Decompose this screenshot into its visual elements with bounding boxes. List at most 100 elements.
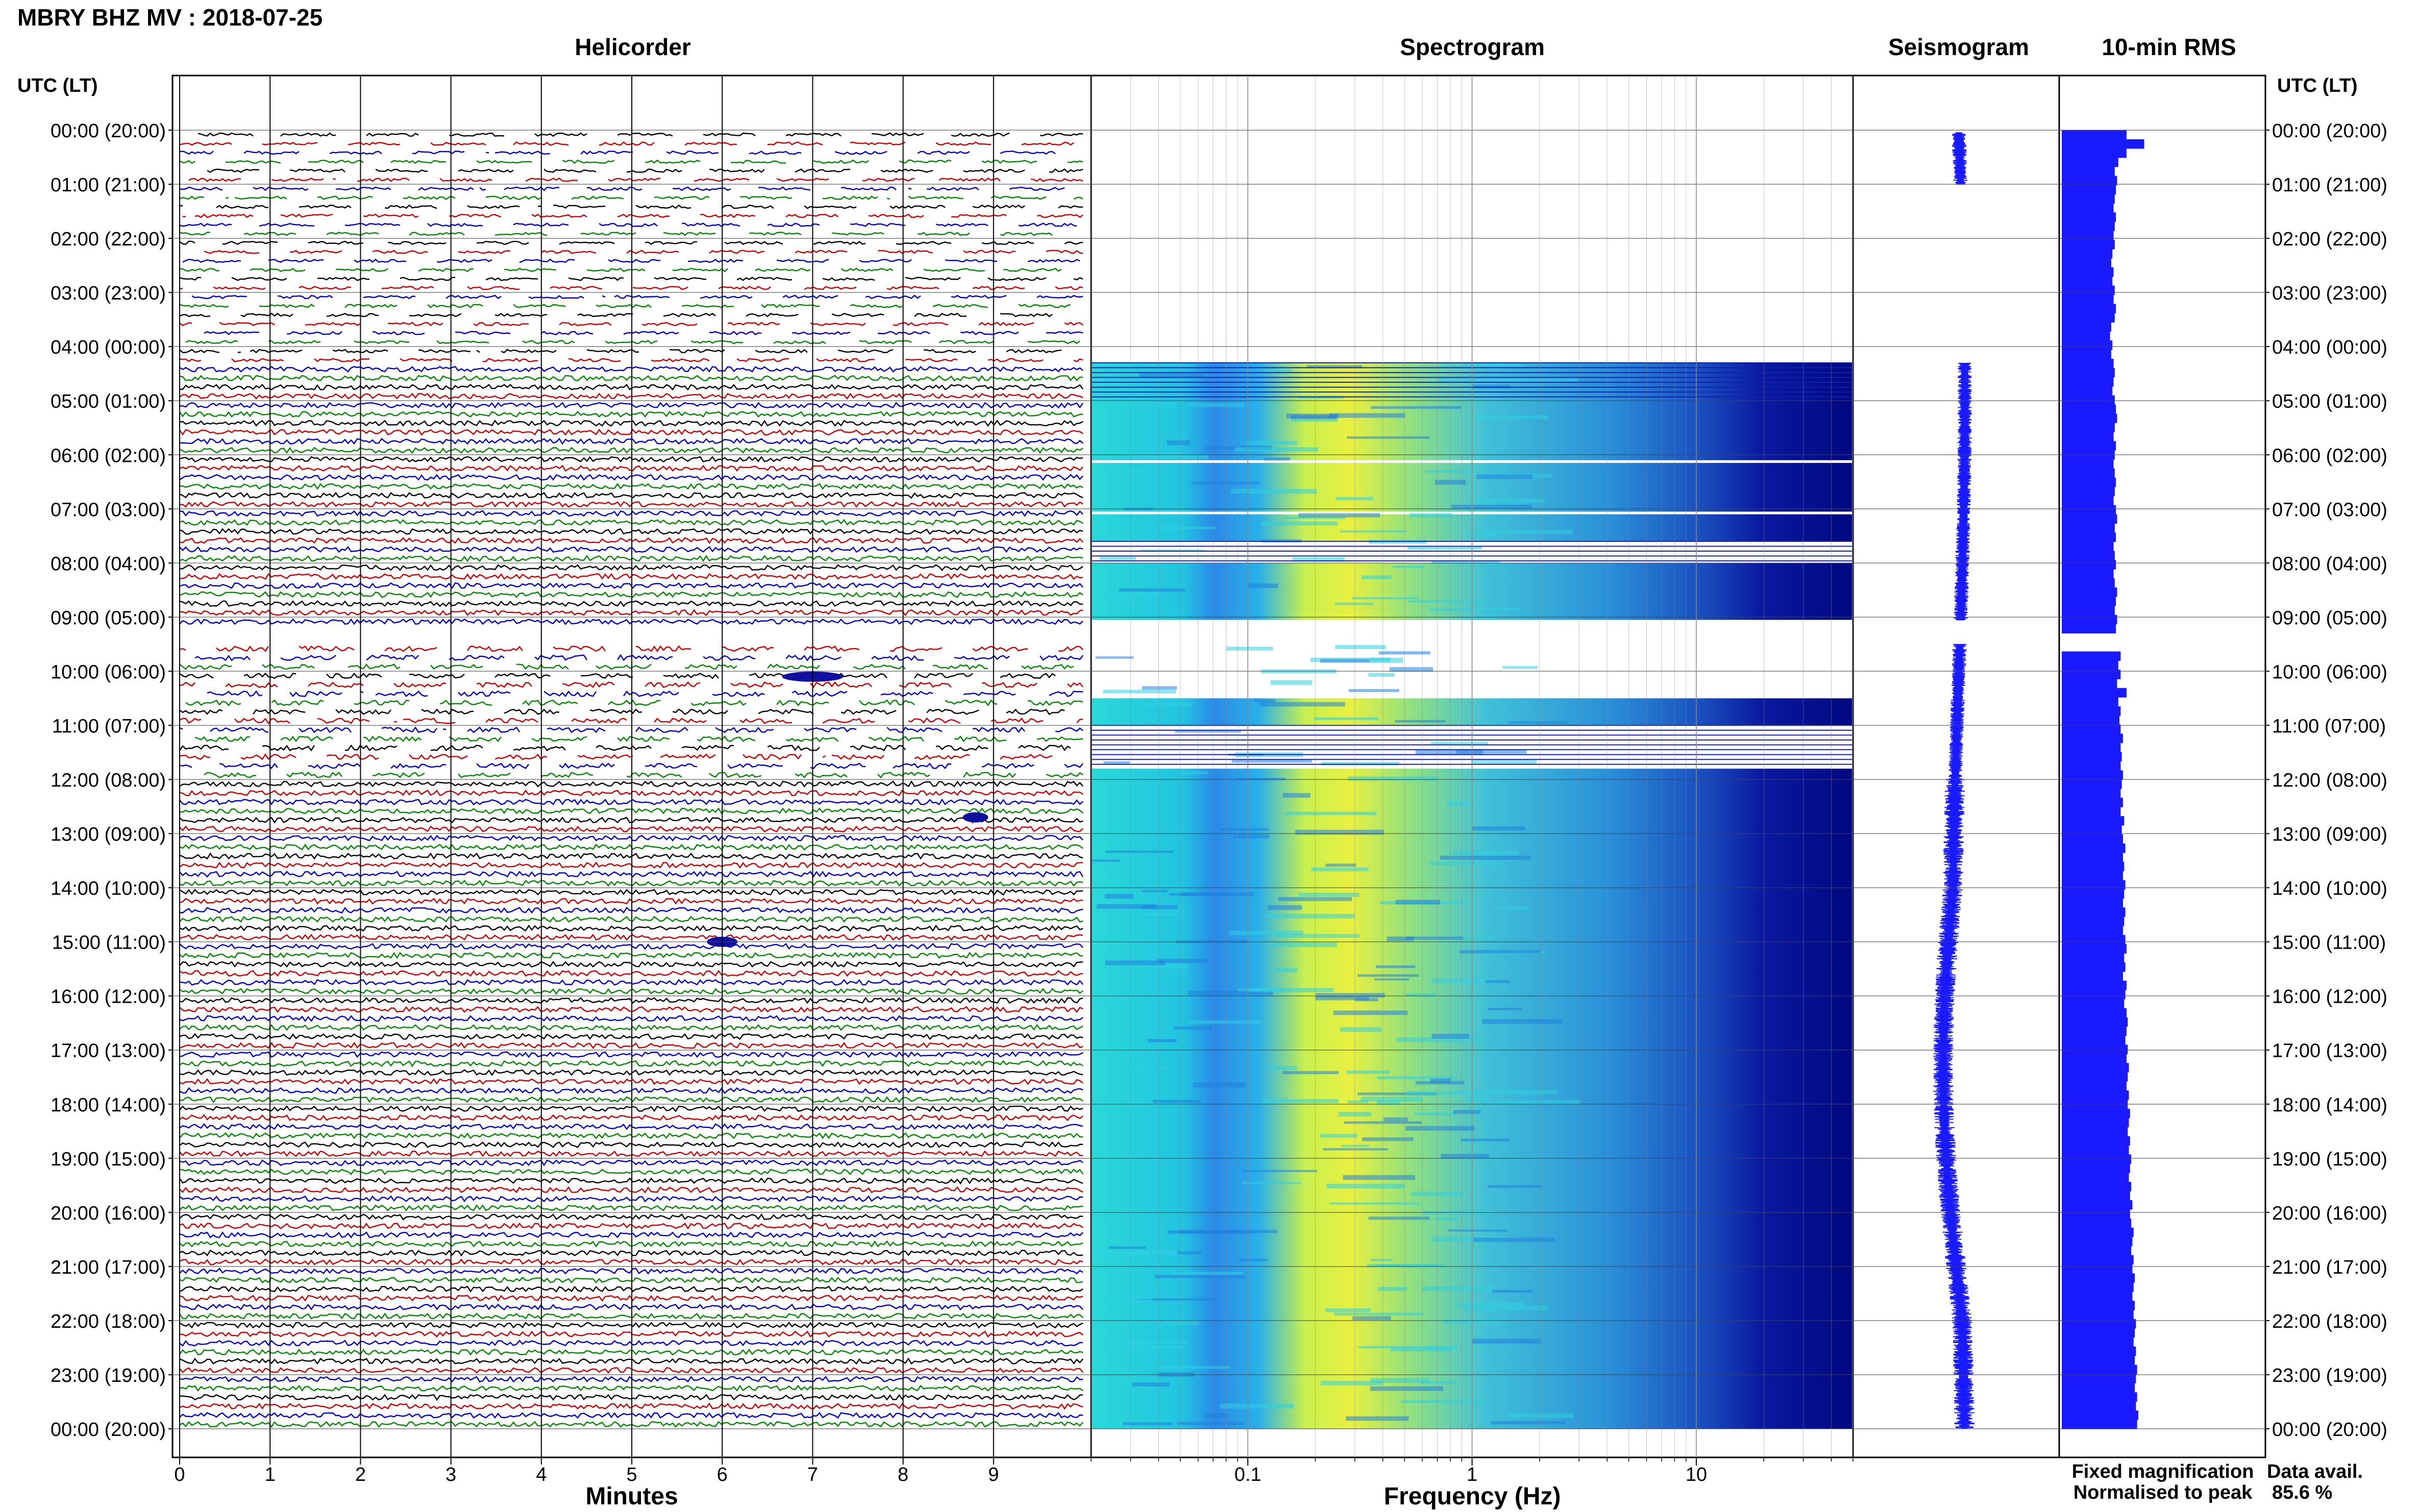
spectrogram-streak [1443,1319,1502,1325]
spectrogram-streak [1139,373,1204,378]
spectrogram-streak [1180,771,1208,775]
rms-bar [2062,1063,2129,1073]
spectrogram-streak [1395,720,1446,723]
rms-bar [2062,331,2110,341]
rms-bar [2062,148,2127,158]
spectrogram-streak [1361,575,1392,579]
helicorder-trace [179,285,1083,290]
spectrogram-streak [1152,1100,1201,1103]
spectrogram-streak [1114,604,1138,607]
spectrogram-streak [1298,893,1360,897]
spectrogram-streak [1508,721,1568,724]
spectrogram-streak [1306,365,1363,368]
spectrogram-streak [1109,469,1144,474]
spectrogram-streak [1261,522,1338,526]
rms-bar [2062,1191,2130,1201]
spectrogram-streak [1368,673,1395,677]
spectrogram-streak [1421,1381,1457,1384]
rms-bar [2062,761,2121,771]
spectrogram-streak [1352,1316,1391,1320]
spectrogram-streak [1477,363,1518,366]
spectrogram-streak [1405,1126,1475,1131]
spectrogram-streak [1123,526,1216,530]
rms-bar [2062,724,2121,734]
rms-bar [2062,980,2127,990]
time-label-right: 04:00 (00:00) [2272,337,2387,358]
spectrogram-streak [1395,900,1441,905]
rms-bar [2062,1090,2129,1100]
time-label-left: 07:00 (03:00) [51,499,166,520]
spectrogram-streak [1464,533,1496,537]
frequency-tick-label: 1 [1467,1464,1477,1485]
minute-tick-label: 1 [265,1464,276,1485]
data-avail-value: 85.6 % [2272,1482,2332,1503]
rms-bar [2062,1200,2133,1210]
spectrogram-streak [1298,395,1344,399]
spectrogram-streak [1362,1137,1414,1142]
spectrogram-streak [1230,489,1297,494]
rms-bar [2062,1410,2138,1420]
spectrogram-streak [1311,867,1369,872]
rms-bar [2062,1337,2134,1347]
spectrogram-streak [1260,702,1345,707]
rms-bar [2062,569,2114,579]
spectrogram-streak [1464,1305,1548,1311]
spectrogram-streak [1254,699,1276,703]
rms-bar [2062,258,2111,268]
helicorder-trace [194,654,1083,661]
rms-bar [2062,1383,2135,1393]
rms-bar [2062,386,2113,396]
spectrogram-streak [1298,513,1380,517]
spectrogram-streak [1390,1347,1451,1352]
minute-tick-label: 7 [807,1464,818,1485]
page-title: MBRY BHZ MV : 2018-07-25 [17,4,323,31]
helicorder-trace [198,132,1083,137]
rms-bar [2062,1227,2134,1237]
rms-bar [2062,523,2115,533]
rms-bar [2062,843,2126,853]
seismogram-title: Seismogram [1888,34,2029,60]
spectrogram-streak [1453,1110,1481,1114]
rms-bar [2062,1008,2127,1018]
rms-bar [2062,670,2121,679]
rms-bar [2062,478,2116,487]
spectrogram-streak [1264,457,1290,461]
time-label-left: 15:00 (11:00) [52,932,166,954]
spectrogram-streak [1375,965,1416,969]
rms-bar [2062,350,2111,359]
spectrogram-streak [1261,1099,1339,1103]
rms-bar [2062,514,2117,524]
rms-bar [2062,541,2114,552]
spectrogram-streak [1220,1403,1294,1409]
rms-bar [2062,953,2125,963]
rms-bar [2062,962,2126,972]
spectrogram-streak [1410,513,1452,517]
time-label-right: 15:00 (11:00) [2272,932,2386,954]
spectrogram-streak [1188,403,1245,407]
rms-bar [2062,999,2125,1009]
x-axes: 0 1 2 3 4 5 6 7 8 9 0.1 1 10 [174,1457,1854,1485]
spectrogram-streak [1429,608,1520,611]
spectrogram-streak [1290,419,1338,422]
rms-bar [2062,1374,2136,1383]
rms-bar [2062,486,2115,497]
spectrogram-streak [1340,530,1406,533]
time-label-left: 10:00 (06:00) [51,661,166,683]
rms-bar [2062,1255,2134,1265]
spectrogram-streak [1282,1071,1339,1075]
rms-bar [2062,1154,2132,1164]
spectrogram-streak [1286,413,1339,419]
spectrogram-streak [1491,1421,1566,1425]
spectrogram-streak [1105,850,1174,853]
spectrogram-streak [1115,1380,1141,1384]
helicorder-trace [179,204,1083,209]
rms-bar [2062,313,2115,323]
spectrogram-title: Spectrogram [1400,34,1545,60]
spectrogram-streak [1282,793,1311,798]
time-label-left: 04:00 (00:00) [51,337,166,358]
helicorder-trace [185,340,1080,344]
helicorder-trace [194,735,1083,742]
spectrogram-streak [1174,1026,1212,1030]
spectrogram-streak [1103,761,1130,764]
spectrogram-streak [1377,1076,1458,1079]
